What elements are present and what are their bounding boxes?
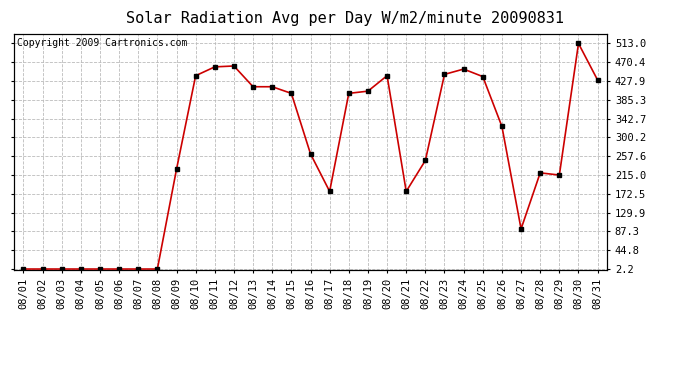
Text: Copyright 2009 Cartronics.com: Copyright 2009 Cartronics.com xyxy=(17,39,187,48)
Text: Solar Radiation Avg per Day W/m2/minute 20090831: Solar Radiation Avg per Day W/m2/minute … xyxy=(126,11,564,26)
